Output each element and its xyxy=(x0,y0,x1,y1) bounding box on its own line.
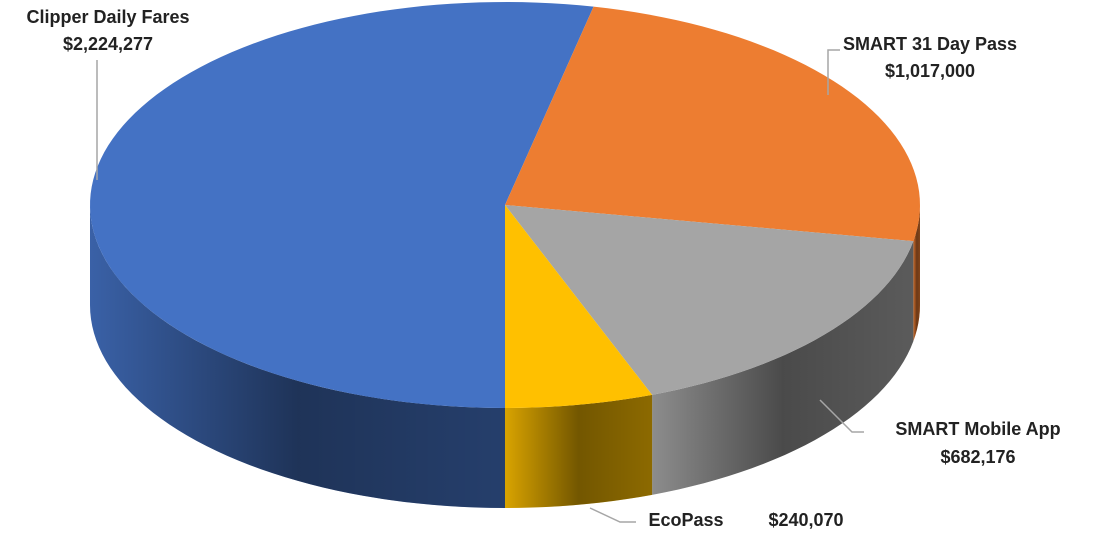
category-label: SMART 31 Day Pass xyxy=(843,34,1017,54)
category-label: SMART Mobile App xyxy=(895,419,1060,439)
leader-line xyxy=(827,49,840,95)
slice-side-shade xyxy=(505,394,653,508)
leader-line xyxy=(589,507,636,523)
labels: Clipper Daily Fares $2,224,277 SMART 31 Da… xyxy=(26,7,1060,530)
leader-line xyxy=(819,399,864,433)
value-label: $682,176 xyxy=(940,447,1015,467)
slice-side-shade xyxy=(652,241,914,495)
slice-side-shade xyxy=(913,205,920,342)
category-label: Clipper Daily Fares xyxy=(26,7,189,27)
value-label: $2,224,277 xyxy=(63,34,153,54)
slice-side-shade xyxy=(90,205,505,508)
slice xyxy=(505,6,920,242)
pie xyxy=(90,2,920,508)
slice xyxy=(505,205,653,408)
value-label: $1,017,000 xyxy=(885,61,975,81)
slice xyxy=(505,205,914,395)
slice xyxy=(90,2,594,408)
category-label: EcoPass xyxy=(648,510,723,530)
value-label: $240,070 xyxy=(768,510,843,530)
